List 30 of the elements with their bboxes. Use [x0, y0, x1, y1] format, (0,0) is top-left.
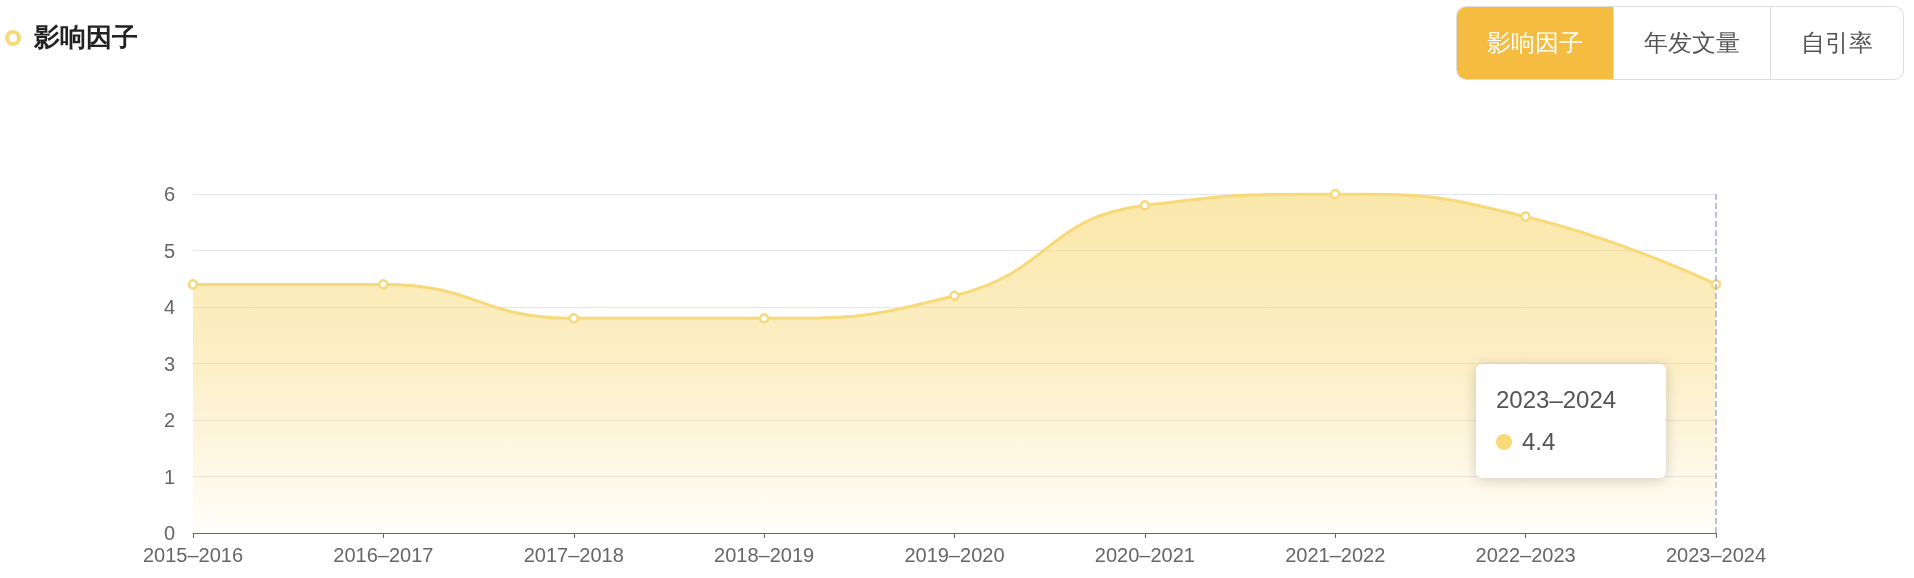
chart-title: 影响因子	[34, 21, 138, 54]
x-tick-label: 2022–2023	[1475, 544, 1576, 566]
x-tick-label: 2015–2016	[142, 544, 244, 566]
point	[949, 290, 960, 301]
point	[1139, 200, 1151, 211]
y-tick-label: 4	[163, 296, 175, 318]
text: 自引率	[1770, 7, 1903, 79]
annotation: 4.4	[1522, 428, 1556, 457]
x-tick-label: 2021–2022	[1285, 544, 1386, 566]
x-tick-label: 2023–2024	[1665, 544, 1767, 566]
x-tick-label: 2018–2019	[714, 544, 815, 566]
text: 年发文量	[1613, 7, 1770, 79]
y-tick-label: 2	[163, 409, 175, 431]
annotation: 2023–2024	[1496, 386, 1618, 415]
point	[1520, 211, 1531, 222]
point	[187, 279, 199, 290]
y-tick-label: 0	[163, 522, 175, 544]
point	[758, 313, 770, 324]
y-tick-label: 6	[163, 183, 175, 205]
x-tick-label: 2016–2017	[333, 544, 434, 566]
y-tick-label: 1	[163, 465, 175, 488]
x-tick-label: 2020–2021	[1094, 544, 1195, 566]
point	[378, 279, 389, 290]
x-tick-label: 2017–2018	[523, 544, 624, 566]
y-tick-label: 3	[163, 352, 175, 375]
text: 影响因子	[1457, 7, 1613, 79]
point	[1330, 188, 1341, 200]
y-tick-label: 5	[163, 239, 175, 262]
point	[568, 313, 579, 324]
x-tick-label: 2019–2020	[904, 544, 1005, 566]
